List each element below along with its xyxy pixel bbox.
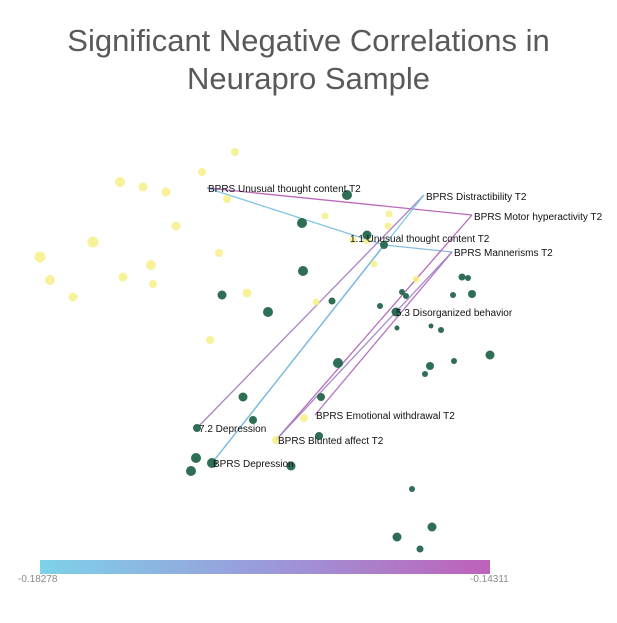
green-node-62[interactable] <box>392 532 402 542</box>
yellow-node-21[interactable] <box>370 260 378 268</box>
yellow-node-15[interactable] <box>242 288 252 298</box>
edge-bprs-mannerisms-to-bprs-emotional-withdrawal <box>314 251 453 416</box>
yellow-node-24[interactable] <box>272 436 280 444</box>
green-node-53[interactable] <box>249 416 257 424</box>
yellow-node-9[interactable] <box>45 275 55 285</box>
green-node-45[interactable] <box>394 325 400 331</box>
green-node-38[interactable] <box>403 293 409 299</box>
edge-bprs-motor-hyperactivity-to-bprs-blunted-affect <box>275 214 473 441</box>
yellow-node-11[interactable] <box>118 272 128 282</box>
title-line-1: Significant Negative Correlations in <box>67 23 550 58</box>
yellow-node-12[interactable] <box>146 260 156 270</box>
green-node-52[interactable] <box>238 392 248 402</box>
yellow-node-2[interactable] <box>138 182 148 192</box>
edge-bprs-unusual-thought-to-bprs-motor-hyperactivity <box>206 187 473 216</box>
green-node-46[interactable] <box>426 362 434 370</box>
colorbar-gradient <box>40 560 490 574</box>
green-node-31[interactable] <box>298 266 308 276</box>
green-node-58[interactable] <box>186 466 196 476</box>
node-label-bprs-motor-hyperactivity: BPRS Motor hyperactivity T2 <box>474 212 603 223</box>
green-node-29[interactable] <box>362 230 372 240</box>
green-node-50[interactable] <box>333 358 343 368</box>
green-node-57[interactable] <box>207 458 217 468</box>
edge-bprs-distractibility-to-depression-7-2 <box>196 194 425 429</box>
green-node-41[interactable] <box>450 292 456 298</box>
chart-title: Significant Negative Correlations in Neu… <box>0 22 617 98</box>
colorbar: -0.18278 -0.14311 <box>18 560 509 585</box>
edge-unusual-thought-1-1-to-bprs-depression <box>211 244 385 464</box>
yellow-node-5[interactable] <box>223 195 231 203</box>
yellow-node-6[interactable] <box>171 221 181 231</box>
green-node-34[interactable] <box>328 297 336 305</box>
green-node-56[interactable] <box>191 453 201 463</box>
node-label-bprs-unusual-thought: BPRS Unusual thought content T2 <box>208 184 361 195</box>
yellow-node-18[interactable] <box>385 210 393 218</box>
green-node-30[interactable] <box>380 241 388 249</box>
node-label-bprs-blunted-affect: BPRS Blunted affect T2 <box>278 436 384 447</box>
yellow-node-0[interactable] <box>231 148 239 156</box>
yellow-node-20[interactable] <box>349 236 357 244</box>
green-node-60[interactable] <box>409 486 415 492</box>
node-label-bprs-depression: BPRS Depression <box>213 459 294 470</box>
edge-bprs-mannerisms-to-bprs-blunted-affect <box>275 251 453 441</box>
green-node-37[interactable] <box>399 289 405 295</box>
node-label-depression-7-2: 7.2 Depression <box>199 424 266 435</box>
green-node-39[interactable] <box>458 273 466 281</box>
yellow-node-17[interactable] <box>321 212 329 220</box>
yellow-node-22[interactable] <box>312 298 320 306</box>
colorbar-min-label: -0.18278 <box>18 574 58 585</box>
green-node-27[interactable] <box>342 190 352 200</box>
yellow-node-23[interactable] <box>300 414 308 422</box>
green-node-44[interactable] <box>438 327 444 333</box>
green-node-59[interactable] <box>286 461 296 471</box>
green-node-28[interactable] <box>297 218 307 228</box>
yellow-node-13[interactable] <box>149 280 157 288</box>
edges-layer <box>196 187 473 464</box>
green-node-48[interactable] <box>451 358 457 364</box>
yellow-node-3[interactable] <box>161 187 171 197</box>
yellow-node-14[interactable] <box>215 249 223 257</box>
green-node-51[interactable] <box>317 393 325 401</box>
green-node-36[interactable] <box>391 307 401 317</box>
green-node-40[interactable] <box>465 275 471 281</box>
yellow-node-8[interactable] <box>34 251 46 263</box>
colorbar-max-label: -0.14311 <box>470 574 509 585</box>
green-node-35[interactable] <box>377 303 383 309</box>
node-label-bprs-emotional-withdrawal: BPRS Emotional withdrawal T2 <box>316 411 455 422</box>
yellow-node-4[interactable] <box>198 168 206 176</box>
yellow-node-7[interactable] <box>87 236 99 248</box>
green-node-32[interactable] <box>217 290 227 300</box>
green-node-61[interactable] <box>427 522 437 532</box>
nodes-layer <box>34 148 495 553</box>
node-label-unusual-thought-1-1: 1.1 Unusual thought content T2 <box>350 234 490 245</box>
green-node-54[interactable] <box>315 432 323 440</box>
node-label-bprs-mannerisms: BPRS Mannerisms T2 <box>454 248 553 259</box>
labels-layer: BPRS Unusual thought content T2 BPRS Dist… <box>199 184 603 470</box>
edge-unusual-thought-1-1-to-bprs-mannerisms <box>383 244 453 253</box>
yellow-node-19[interactable] <box>384 222 392 230</box>
node-label-bprs-distractibility: BPRS Distractibility T2 <box>426 192 527 203</box>
green-node-47[interactable] <box>422 371 428 377</box>
yellow-node-1[interactable] <box>115 177 125 187</box>
yellow-node-10[interactable] <box>68 292 78 302</box>
green-node-43[interactable] <box>428 323 434 329</box>
yellow-node-16[interactable] <box>206 336 214 344</box>
yellow-node-26[interactable] <box>412 275 420 283</box>
green-node-63[interactable] <box>416 545 424 553</box>
green-node-33[interactable] <box>263 307 273 317</box>
edge-bprs-unusual-thought-to-unusual-thought-1-1 <box>206 187 385 246</box>
green-node-49[interactable] <box>485 350 495 360</box>
node-label-disorganized-behavior: 5.3 Disorganized behavior <box>396 308 513 319</box>
green-node-55[interactable] <box>193 424 201 432</box>
green-node-42[interactable] <box>468 290 476 298</box>
title-line-2: Neurapro Sample <box>187 61 430 96</box>
